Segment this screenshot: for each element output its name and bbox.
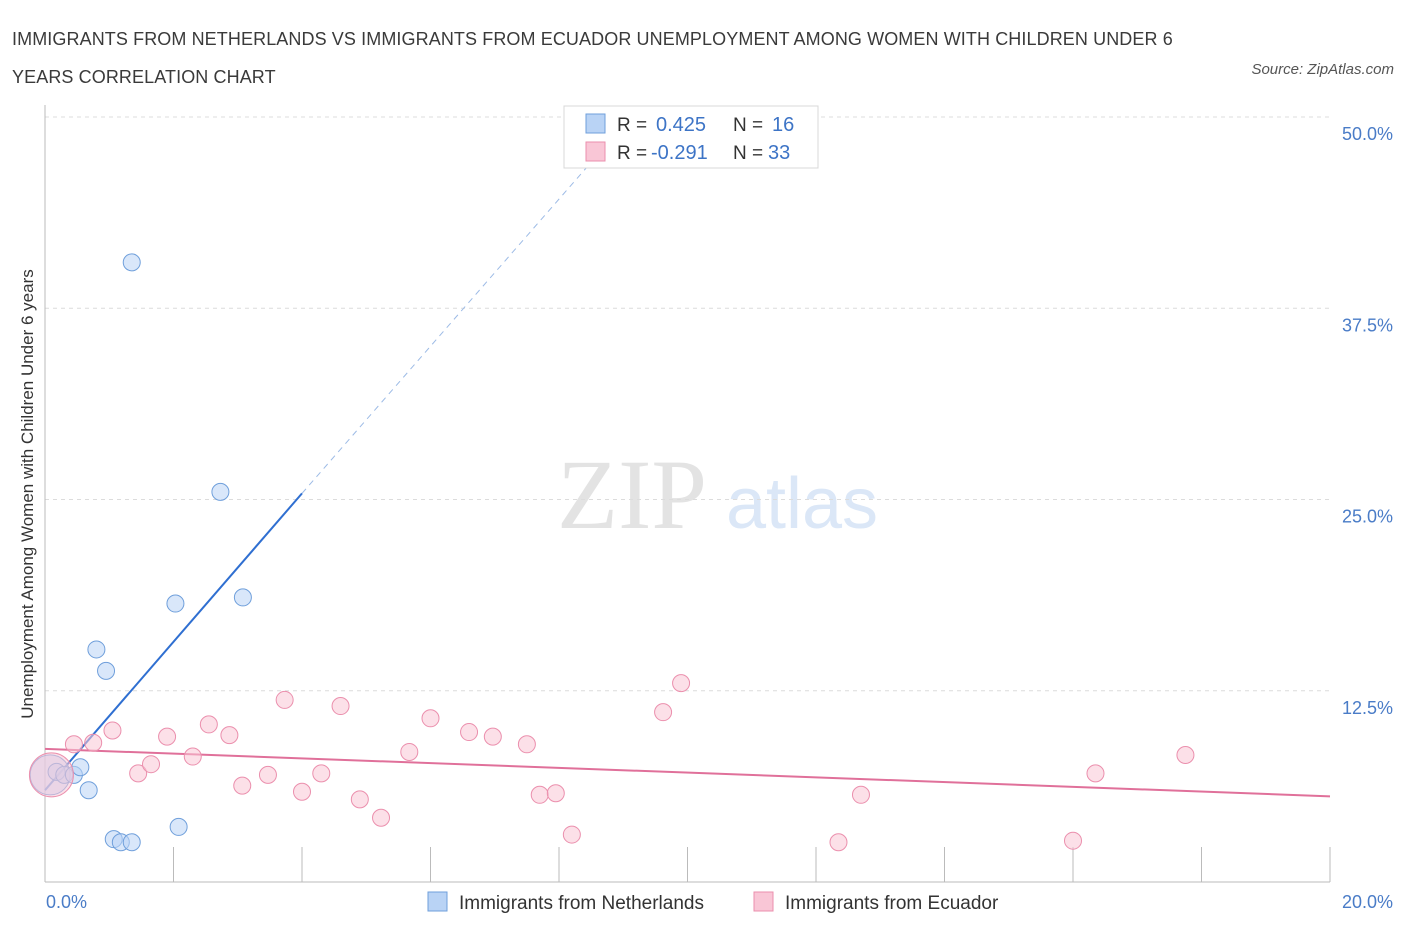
point-ecuador [483,727,502,746]
watermark-zip: ZIP [557,439,707,550]
point-ecuador [562,825,581,844]
y-tick-label: 50.0% [1342,124,1393,144]
series-label-ecuador: Immigrants from Ecuador [785,893,999,914]
legend-r-label-netherlands: R = [617,115,647,136]
point-netherlands [71,758,90,777]
point-netherlands [79,781,98,800]
point-ecuador [654,703,673,722]
point-ecuador [220,726,239,745]
legend-n-label-netherlands: N = [733,115,763,136]
point-ecuador [275,690,294,709]
stats-legend: R = 0.425 N = 16 R = -0.291 N = 33 [563,105,819,169]
point-ecuador [199,715,218,734]
y-tick-label: 25.0% [1342,507,1393,527]
y-tick-label: 12.5% [1342,698,1393,718]
legend-n-value-netherlands: 16 [772,114,794,136]
trend-line-netherlands [44,492,303,791]
legend-n-value-ecuador: 33 [768,142,790,164]
x-tick-label: 20.0% [1342,892,1393,912]
point-netherlands [169,817,188,836]
point-ecuador [183,747,202,766]
x-tick-label: 0.0% [46,892,87,912]
point-ecuador [233,776,252,795]
legend-n-label-ecuador: N = [733,143,763,164]
axes [44,105,1331,883]
legend-swatch-ecuador [585,141,606,162]
point-ecuador [103,721,122,740]
point-ecuador [129,764,148,783]
point-ecuador [546,784,565,803]
tick-labels: 12.5% 25.0% 37.5% 50.0% 0.0% 20.0% [46,124,1393,912]
legend-r-value-netherlands: 0.425 [656,114,706,136]
point-ecuador [64,735,83,754]
point-netherlands [97,661,116,680]
watermark-atlas: atlas [726,464,878,544]
point-ecuador [829,833,848,852]
point-ecuador [312,764,331,783]
point-ecuador [1086,764,1105,783]
chart-title: IMMIGRANTS FROM NETHERLANDS VS IMMIGRANT… [12,29,1173,87]
source-credit: Source: ZipAtlas.com [1251,61,1394,78]
data-points [28,253,1195,852]
point-ecuador [331,697,350,716]
point-netherlands [122,833,141,852]
point-ecuador [350,790,369,809]
point-ecuador [1176,746,1195,765]
series-swatch-netherlands [427,891,448,912]
point-ecuador [1064,831,1082,850]
point-ecuador [460,723,479,742]
point-ecuador [530,785,549,804]
series-label-netherlands: Immigrants from Netherlands [459,893,704,914]
point-ecuador [372,808,391,827]
trend-line-ecuador [44,747,1331,798]
y-axis-label: Unemployment Among Women with Children U… [18,269,37,718]
point-ecuador [517,735,536,754]
point-netherlands [211,482,230,501]
point-netherlands [166,594,185,613]
point-netherlands [87,640,106,659]
point-netherlands [233,588,252,607]
series-legend: Immigrants from Netherlands Immigrants f… [427,891,999,914]
legend-r-label-ecuador: R = [617,143,647,164]
point-ecuador [142,755,161,774]
point-ecuador [258,765,277,784]
point-ecuador [28,752,74,798]
point-ecuador [672,674,691,693]
legend-r-value-ecuador: -0.291 [651,142,708,164]
point-ecuador [400,742,419,761]
point-ecuador [421,709,440,728]
point-ecuador [293,782,311,801]
point-ecuador [158,727,177,746]
point-netherlands [122,253,141,272]
point-ecuador [851,785,870,804]
legend-swatch-netherlands [585,113,606,134]
y-tick-label: 37.5% [1342,315,1393,335]
point-ecuador [84,733,103,752]
series-swatch-ecuador [753,891,774,912]
